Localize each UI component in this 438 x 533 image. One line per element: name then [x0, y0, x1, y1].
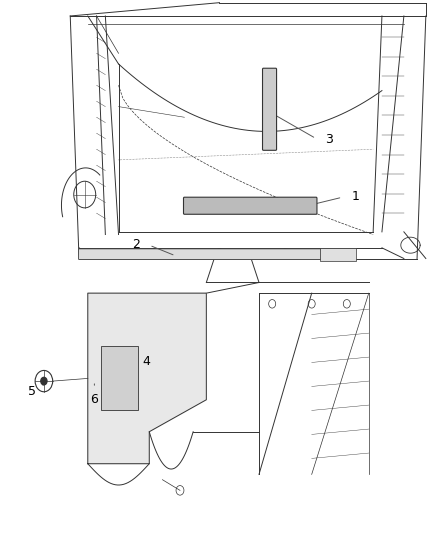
- Bar: [101, 346, 138, 410]
- Text: 6: 6: [90, 393, 98, 406]
- Circle shape: [41, 377, 47, 385]
- Text: 4: 4: [142, 355, 150, 368]
- Text: 2: 2: [132, 238, 140, 251]
- Text: 3: 3: [324, 133, 332, 146]
- Text: 5: 5: [28, 385, 36, 398]
- Polygon shape: [88, 293, 206, 464]
- FancyBboxPatch shape: [262, 68, 276, 150]
- Bar: [320, 248, 355, 261]
- Text: 1: 1: [350, 190, 358, 203]
- FancyBboxPatch shape: [183, 197, 316, 214]
- FancyBboxPatch shape: [78, 249, 320, 260]
